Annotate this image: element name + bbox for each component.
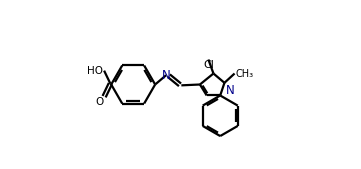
Text: HO: HO [87,66,103,76]
Text: CH₃: CH₃ [235,68,253,79]
Text: O: O [95,97,103,107]
Text: N: N [226,84,234,97]
Text: N: N [162,69,170,82]
Text: Cl: Cl [203,60,214,70]
